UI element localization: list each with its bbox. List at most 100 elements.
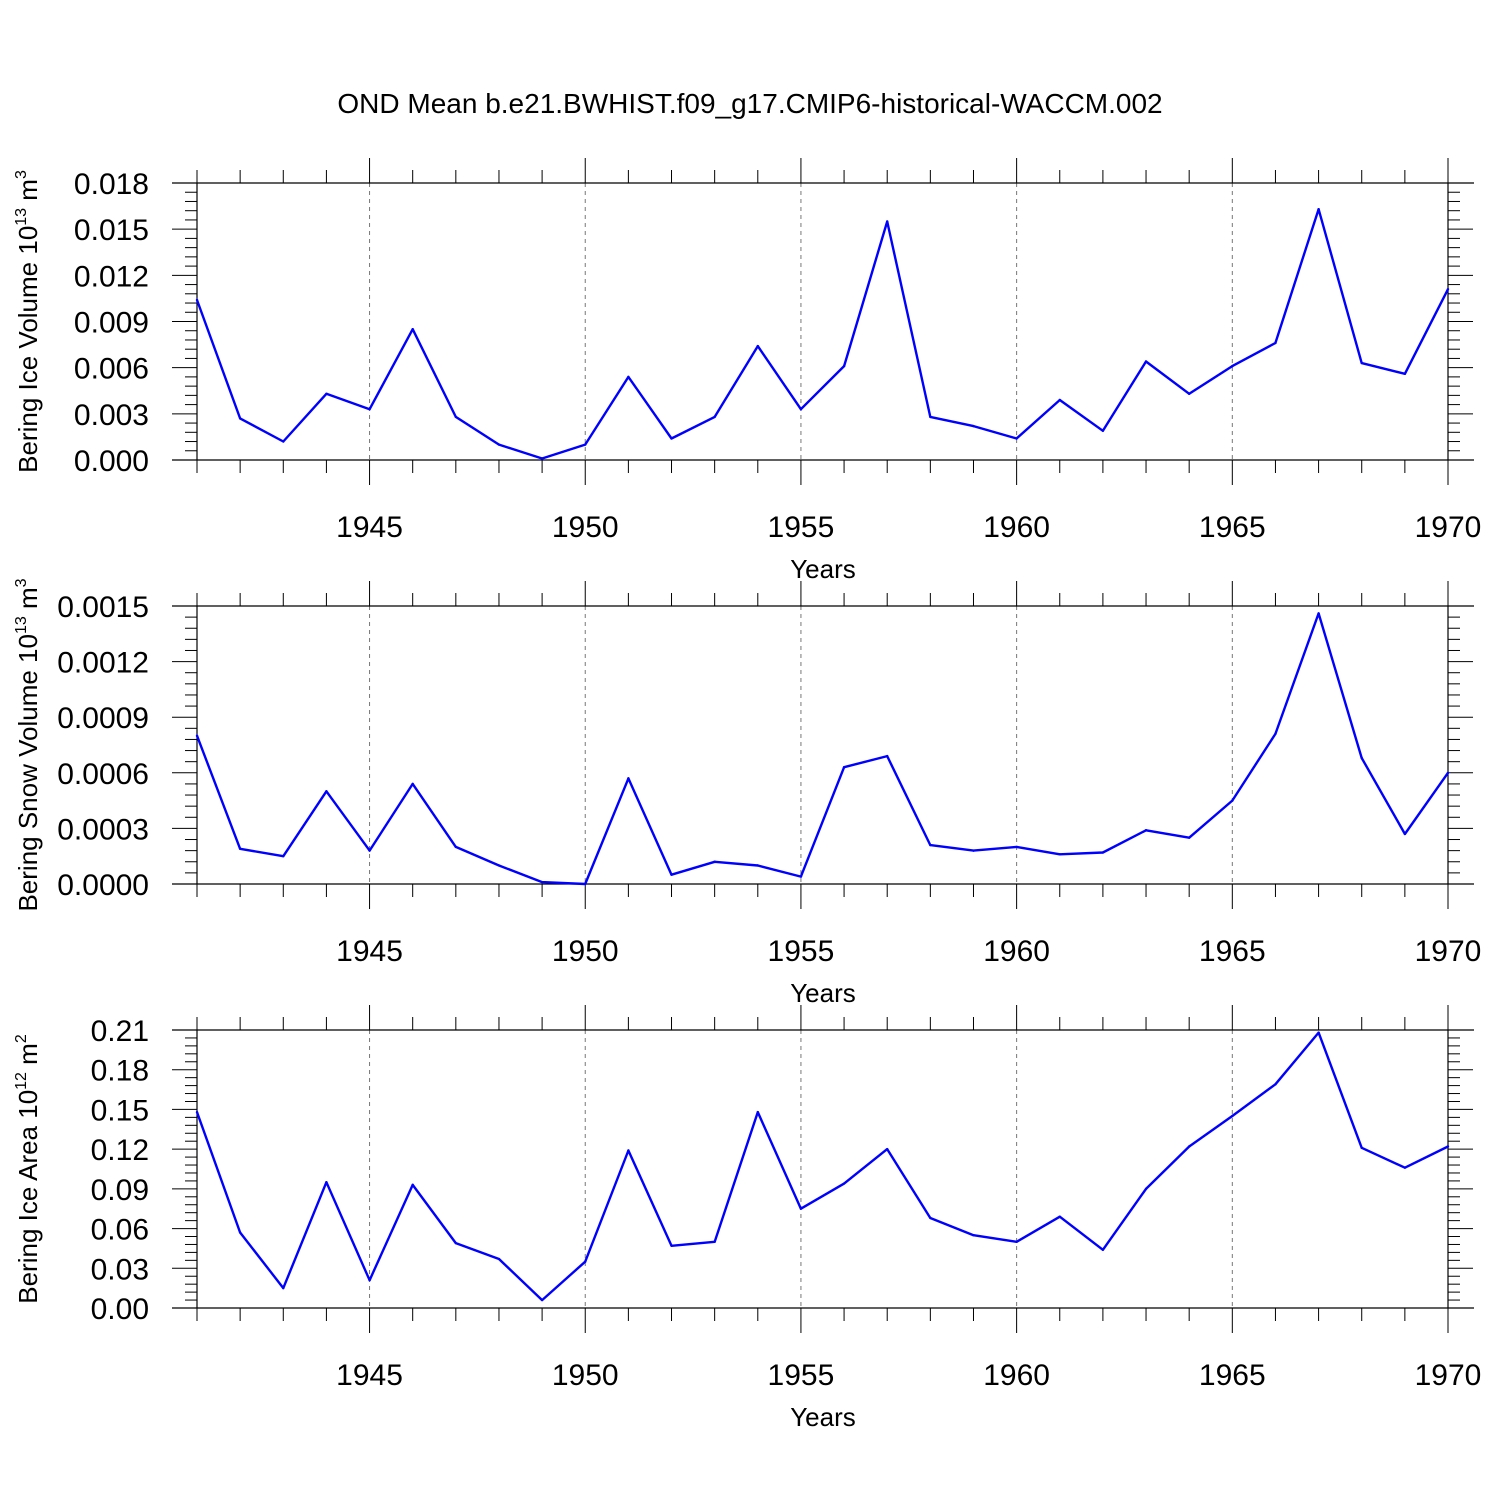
data-point [368, 849, 371, 852]
data-point [1058, 1215, 1061, 1218]
data-point [1144, 1187, 1148, 1191]
data-point [1231, 364, 1234, 368]
data-point [584, 882, 587, 886]
y-tick-label: 0.00 [91, 1293, 149, 1326]
data-point [1274, 1083, 1277, 1086]
data-point [1403, 832, 1407, 836]
data-point [1360, 1146, 1363, 1150]
data-point [238, 417, 242, 420]
data-point [411, 327, 414, 331]
data-point [1403, 372, 1407, 376]
x-tick-label: 1965 [1199, 1359, 1266, 1392]
data-point [325, 1181, 328, 1184]
data-point [1058, 853, 1061, 856]
x-tick-label: 1965 [1199, 935, 1266, 968]
data-point [1187, 1145, 1191, 1148]
data-point [1144, 360, 1148, 363]
data-point [756, 864, 759, 867]
y-tick-label: 0.0012 [57, 647, 149, 680]
data-point [282, 1286, 285, 1290]
data-point [1144, 829, 1148, 832]
data-point [756, 1110, 759, 1114]
x-tick-label: 1950 [552, 935, 619, 968]
y-axis-label: Bering Ice Area 1012 m2 [13, 1034, 43, 1304]
y-tick-label: 0.015 [74, 214, 149, 247]
data-point [238, 847, 242, 850]
data-point [1187, 392, 1191, 396]
x-tick-label: 1945 [336, 1359, 403, 1392]
data-point [886, 1147, 889, 1151]
data-point [1317, 1031, 1320, 1034]
data-point [1446, 1145, 1450, 1148]
data-point [282, 440, 285, 443]
y-tick-label: 0.12 [91, 1134, 149, 1167]
data-point [497, 1257, 501, 1261]
data-point [670, 437, 673, 440]
data-point [929, 843, 932, 847]
data-point [584, 443, 587, 446]
data-point [1446, 287, 1450, 291]
x-tick-label: 1960 [983, 511, 1050, 544]
data-point [282, 855, 285, 858]
data-point [325, 392, 328, 396]
data-point [1317, 207, 1320, 211]
plot-panel-1: 0.000 0.003 0.006 0.009 0.012 0.015 0.018 1945 1… [13, 158, 1481, 584]
x-tick-label: 1955 [768, 511, 835, 544]
y-tick-label: 0.006 [74, 353, 149, 386]
series-line [195, 207, 1450, 460]
x-tick-label: 1945 [336, 511, 403, 544]
x-tick-label: 1955 [768, 1359, 835, 1392]
data-point [540, 1298, 544, 1302]
data-point [1101, 429, 1105, 432]
data-point [1101, 1248, 1105, 1251]
data-point [1015, 1240, 1018, 1244]
data-point [195, 1110, 199, 1114]
data-point [195, 734, 199, 737]
data-point [1231, 1114, 1234, 1118]
y-tick-label: 0.0006 [57, 758, 149, 791]
data-point [454, 845, 458, 849]
data-point [1274, 732, 1277, 736]
y-tick-label: 0.018 [74, 168, 149, 201]
y-tick-label: 0.012 [74, 260, 149, 293]
data-point [972, 424, 975, 428]
y-axis-label: Bering Snow Volume 1013 m3 [13, 578, 43, 911]
data-point [454, 1241, 458, 1245]
data-point [1446, 771, 1450, 774]
data-point [1058, 398, 1061, 402]
data-point [1015, 437, 1018, 440]
x-tick-label: 1950 [552, 511, 619, 544]
data-point [886, 220, 889, 223]
y-tick-label: 0.0009 [57, 702, 149, 735]
y-tick-label: 0.0003 [57, 813, 149, 846]
data-point [627, 1149, 630, 1152]
x-axis-label: Years [790, 554, 856, 584]
x-tick-label: 1970 [1415, 935, 1482, 968]
data-point [497, 864, 501, 867]
data-point [713, 1240, 716, 1244]
data-point [497, 443, 501, 446]
data-point [713, 415, 716, 419]
data-point [799, 408, 803, 411]
series-line [195, 612, 1449, 886]
data-point [195, 298, 199, 302]
y-tick-label: 0.15 [91, 1094, 149, 1127]
data-point [842, 364, 846, 368]
y-tick-label: 0.06 [91, 1214, 149, 1247]
data-point [627, 375, 630, 379]
data-point [540, 457, 544, 460]
data-point [1274, 341, 1277, 345]
y-tick-label: 0.003 [74, 399, 149, 432]
data-point [756, 344, 759, 348]
data-point [411, 782, 414, 786]
data-point [929, 1216, 932, 1220]
data-point [584, 1260, 587, 1263]
y-tick-label: 0.09 [91, 1174, 149, 1207]
data-point [1317, 612, 1320, 615]
x-tick-label: 1970 [1415, 1359, 1482, 1392]
data-point [670, 1244, 673, 1247]
data-point [238, 1231, 242, 1234]
x-tick-label: 1950 [552, 1359, 619, 1392]
data-point [1187, 836, 1191, 839]
data-point [1231, 799, 1234, 802]
